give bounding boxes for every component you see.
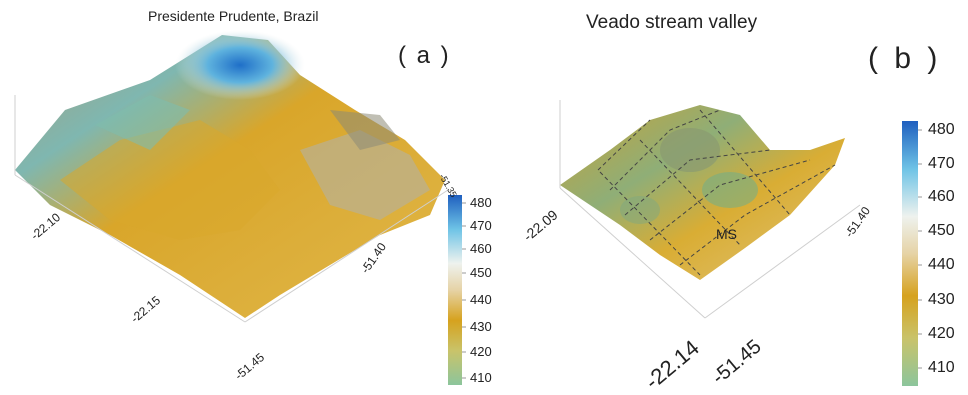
colorbar-a-tick: 460 (470, 241, 492, 256)
colorbar-a-ticks (462, 202, 466, 379)
colorbar-a-tick: 420 (470, 344, 492, 359)
axes-b (559, 100, 861, 319)
panel-a-title: Presidente Prudente, Brazil (148, 8, 319, 24)
colorbar-b-tick: 460 (928, 188, 955, 205)
colorbar-a (448, 195, 462, 385)
colorbar-a-tick: 450 (470, 265, 492, 280)
colorbar-b-tick: 410 (928, 359, 955, 376)
colorbar-b-ticks (918, 129, 922, 369)
terrain-surface-b (560, 105, 845, 280)
panel-b-label: ( b ) (868, 42, 942, 75)
colorbar-b (902, 121, 918, 386)
colorbar-b-tick: 420 (928, 325, 955, 342)
colorbar-a-tick: 440 (470, 292, 492, 307)
colorbar-b-tick: 440 (928, 256, 955, 273)
colorbar-b-tick: 430 (928, 291, 955, 308)
colorbar-a-tick: 410 (470, 370, 492, 385)
colorbar-a-tick: 430 (470, 319, 492, 334)
stream-network-b (597, 109, 836, 276)
colorbar-b-tick: 480 (928, 121, 955, 138)
colorbar-b-tick: 450 (928, 222, 955, 239)
panel-a-label: ( a ) (398, 42, 451, 69)
panel-b-title: Veado stream valley (586, 12, 758, 33)
area-label-ms: MS (716, 226, 737, 242)
colorbar-b-tick: 470 (928, 155, 955, 172)
axes-a (14, 95, 449, 323)
colorbar-a-tick: 470 (470, 218, 492, 233)
terrain-surface-a (15, 30, 445, 318)
colorbar-a-tick: 480 (470, 195, 492, 210)
